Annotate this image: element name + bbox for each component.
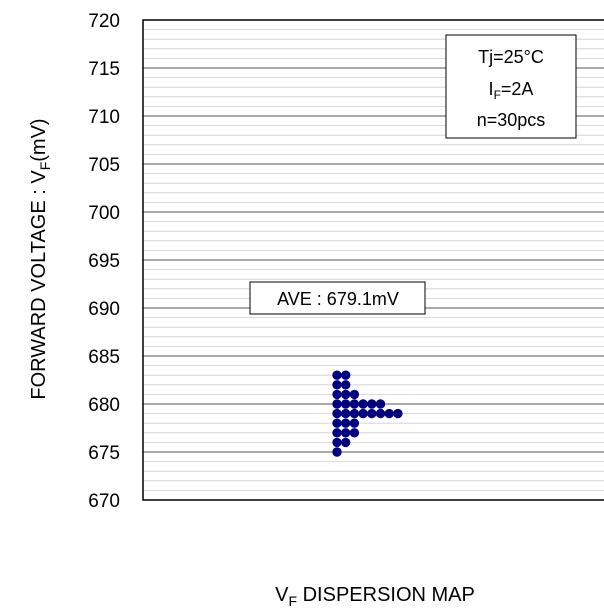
y-tick-label: 720 — [88, 11, 120, 32]
data-point — [341, 418, 351, 428]
data-point — [349, 399, 360, 409]
data-point — [332, 370, 342, 380]
data-point — [393, 408, 403, 419]
data-point — [384, 408, 394, 419]
y-tick-label: 695 — [88, 251, 120, 272]
y-tick-label: 670 — [88, 491, 120, 512]
data-point — [341, 389, 351, 400]
y-tick-label: 710 — [88, 107, 120, 128]
data-point — [332, 418, 342, 428]
data-point — [367, 399, 377, 409]
data-point — [349, 428, 360, 438]
data-point — [358, 408, 368, 419]
data-point — [332, 380, 342, 390]
y-tick-label: 680 — [88, 395, 120, 416]
data-point — [341, 399, 351, 409]
data-point — [341, 370, 351, 380]
data-point — [375, 408, 386, 419]
data-point — [332, 389, 342, 400]
data-point — [349, 408, 360, 419]
x-axis-label: VF DISPERSION MAP — [275, 584, 475, 609]
data-point — [358, 399, 368, 409]
data-point — [341, 380, 351, 390]
y-tick-label: 715 — [88, 59, 120, 80]
data-point — [332, 399, 342, 409]
average-box: AVE : 679.1mV — [249, 281, 426, 315]
y-tick-label: 705 — [88, 155, 120, 176]
data-point — [341, 408, 351, 419]
data-point — [341, 428, 351, 438]
y-tick-labels: 670 675 680 685 690 695 700 705 710 715 720 — [88, 11, 120, 512]
data-point — [367, 408, 377, 419]
data-point — [332, 408, 342, 419]
data-point — [332, 428, 342, 438]
y-tick-label: 685 — [88, 347, 120, 368]
data-point — [375, 399, 386, 409]
y-tick-label: 675 — [88, 443, 120, 464]
y-tick-label: 690 — [88, 299, 120, 320]
y-axis-label: FORWARD VOLTAGE : VF(mV) — [28, 118, 53, 399]
data-point — [332, 447, 342, 457]
data-points — [332, 370, 403, 457]
plot-frame — [142, 19, 604, 501]
data-point — [332, 437, 342, 448]
conditions-box: Tj=25°C IF=2A n=30pcs — [445, 34, 577, 139]
y-tick-label: 700 — [88, 203, 120, 224]
condition-sample-count: n=30pcs — [477, 110, 546, 130]
condition-current: IF=2A — [489, 79, 534, 102]
average-label: AVE : 679.1mV — [277, 289, 399, 309]
data-point — [341, 437, 351, 448]
data-point — [349, 418, 360, 428]
data-point — [349, 389, 360, 400]
condition-temperature: Tj=25°C — [478, 47, 544, 67]
